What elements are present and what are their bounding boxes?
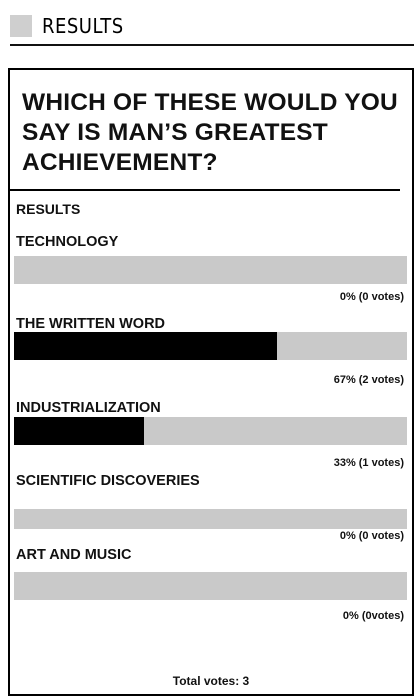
option-votes: (2 votes) — [358, 374, 404, 386]
option-bar-track — [14, 509, 407, 529]
total-votes: Total votes: 3 — [172, 674, 250, 688]
option-result: 33% (1 votes) — [334, 457, 404, 469]
option-percent: 0% — [339, 530, 356, 542]
option-percent: 33% — [333, 457, 356, 469]
option-votes: (0votes) — [361, 610, 404, 622]
option-bar-track — [14, 417, 407, 445]
option-label: TECHNOLOGY — [16, 234, 119, 250]
option-result: 0% (0votes) — [343, 610, 404, 622]
question-divider — [10, 189, 400, 191]
poll-option-art-and-music: ART AND MUSIC 0% (0votes) — [10, 544, 412, 624]
page-title: RESULTS — [42, 14, 124, 38]
option-bar-fill — [14, 417, 144, 445]
option-bar-track — [14, 256, 407, 284]
poll-option-the-written-word: THE WRITTEN WORD 67% (2 votes) — [10, 313, 412, 386]
option-percent: 0% — [342, 610, 359, 622]
page-header: RESULTS — [10, 14, 414, 46]
option-votes: (1 votes) — [358, 457, 404, 469]
poll-results-box: WHICH OF THESE WOULD YOU SAY IS MAN’S GR… — [8, 68, 414, 696]
poll-option-technology: TECHNOLOGY 0% (0 votes) — [10, 230, 412, 303]
option-bar-fill — [14, 332, 278, 360]
option-result: 0% (0 votes) — [340, 530, 404, 542]
option-label: THE WRITTEN WORD — [16, 316, 166, 332]
poll-question: WHICH OF THESE WOULD YOU SAY IS MAN’S GR… — [22, 89, 398, 176]
option-percent: 0% — [339, 291, 356, 303]
option-result: 67% (2 votes) — [334, 374, 404, 386]
option-percent: 67% — [333, 374, 356, 386]
poll-option-industrialization: INDUSTRIALIZATION 33% (1 votes) — [10, 397, 412, 469]
results-heading: RESULTS — [16, 201, 81, 217]
option-votes: (0 votes) — [358, 530, 404, 542]
poll-option-scientific-discoveries: SCIENTIFIC DISCOVERIES 0% (0 votes) — [10, 470, 412, 542]
option-label: INDUSTRIALIZATION — [16, 400, 161, 416]
header-square-icon — [10, 15, 32, 37]
option-bar-track — [14, 332, 407, 360]
option-label: ART AND MUSIC — [16, 547, 132, 563]
option-bar-track — [14, 572, 407, 600]
option-votes: (0 votes) — [358, 291, 404, 303]
option-label: SCIENTIFIC DISCOVERIES — [16, 473, 200, 489]
option-result: 0% (0 votes) — [340, 291, 404, 303]
